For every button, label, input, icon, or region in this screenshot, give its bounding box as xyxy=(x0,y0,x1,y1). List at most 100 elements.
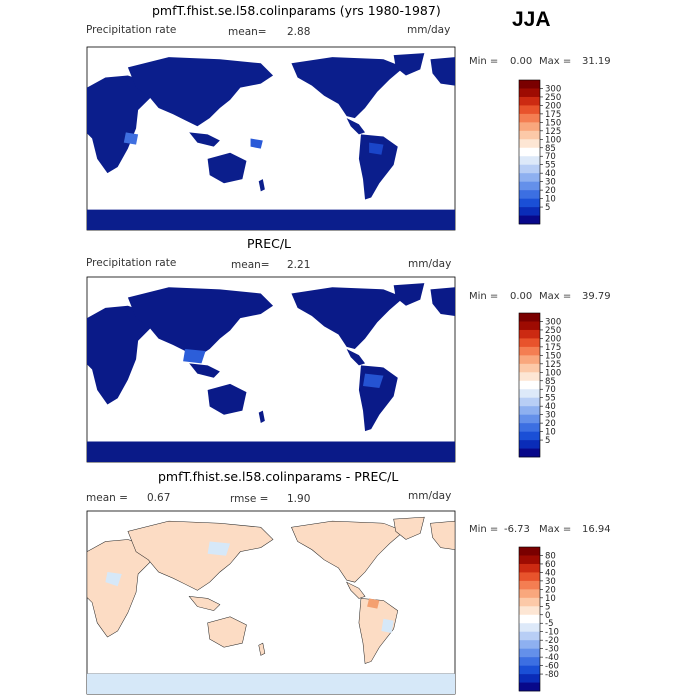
colorbar-cell xyxy=(519,198,540,208)
colorbar-cell xyxy=(519,448,540,458)
colorbar-tick-label: -10 xyxy=(545,628,559,638)
colorbar-tick-label: 80 xyxy=(545,551,556,561)
colorbar-border xyxy=(518,546,541,692)
colorbar-tick-label: 150 xyxy=(545,351,561,361)
panel-2-units: mm/day xyxy=(408,258,452,270)
colorbar-cell xyxy=(519,547,540,556)
colorbar-cell xyxy=(519,657,540,666)
colorbar-tick-label: 30 xyxy=(545,178,556,188)
panel-3-left-value: 0.67 xyxy=(147,492,171,504)
season-label: JJA xyxy=(512,8,551,31)
colorbar-tick-label: 300 xyxy=(545,84,561,94)
colorbar-cell xyxy=(519,406,540,415)
panel-1-left-label: Precipitation rate xyxy=(86,24,177,36)
colorbar-tick-label: 55 xyxy=(545,394,556,404)
colorbar-tick-label: -20 xyxy=(545,636,559,646)
panel-3-left-label: mean = xyxy=(86,492,128,504)
colorbar-cell xyxy=(519,623,540,633)
colorbar-cell xyxy=(519,555,540,565)
colorbar-cell xyxy=(519,389,540,399)
colorbar-tick-label: 200 xyxy=(545,334,561,344)
panel-1-stat-label: mean= xyxy=(228,26,267,38)
panel-1-units: mm/day xyxy=(407,24,451,36)
panel-3-stat-label: rmse = xyxy=(230,493,269,505)
colorbar-tick-label: -80 xyxy=(545,670,559,680)
colorbar-tick-label: 40 xyxy=(545,402,556,412)
colorbar-tick-label: 10 xyxy=(545,428,556,438)
colorbar-cell xyxy=(519,80,540,89)
panel-1-max-label: Max = xyxy=(539,56,572,67)
colorbar-cell xyxy=(519,130,540,140)
colorbar-tick-label: 70 xyxy=(545,152,556,162)
colorbar-cell xyxy=(519,156,540,166)
colorbar-cell xyxy=(519,631,540,641)
colorbar-cell xyxy=(519,96,540,106)
panel-3-min-label: Min = xyxy=(469,524,499,535)
panel-1-max-value: 31.19 xyxy=(582,56,611,67)
colorbar-tick-label: 60 xyxy=(545,560,556,570)
panel-3-title: pmfT.fhist.se.l58.colinparams - PREC/L xyxy=(158,469,399,484)
colorbar-cell xyxy=(519,380,540,390)
colorbar-tick-label: 20 xyxy=(545,585,556,595)
colorbar-tick-label: 175 xyxy=(545,110,561,120)
panel-2-max-value: 39.79 xyxy=(582,291,611,302)
colorbar-cell xyxy=(519,88,540,98)
panel-3-max-value: 16.94 xyxy=(582,524,611,535)
colorbar-border xyxy=(518,312,541,458)
colorbar-tick-label: -5 xyxy=(545,619,553,629)
colorbar-tick-label: 300 xyxy=(545,317,561,327)
colorbar-tick-label: 10 xyxy=(545,594,556,604)
colorbar-cell xyxy=(519,414,540,424)
colorbar-cell xyxy=(519,372,540,382)
colorbar-cell xyxy=(519,329,540,339)
panel-3-max-label: Max = xyxy=(539,524,572,535)
panel-3-map xyxy=(86,510,456,695)
panel-2-min-value: 0.00 xyxy=(510,291,533,302)
panel-1-min-label: Min = xyxy=(469,56,499,67)
colorbar-cell xyxy=(519,640,540,649)
panel-2-max-label: Max = xyxy=(539,291,572,302)
colorbar-tick-label: 5 xyxy=(545,436,550,446)
colorbar-cell xyxy=(519,105,540,115)
colorbar-cell xyxy=(519,164,540,174)
colorbar-tick-label: 40 xyxy=(545,169,556,179)
colorbar-cell xyxy=(519,363,540,373)
colorbar-cell xyxy=(519,122,540,132)
colorbar-cell xyxy=(519,321,540,331)
colorbar-tick-label: 30 xyxy=(545,411,556,421)
colorbar-cell xyxy=(519,674,540,683)
colorbar-tick-label: 150 xyxy=(545,118,561,128)
panel-2-stat-label: mean= xyxy=(231,259,270,271)
colorbar-cell xyxy=(519,313,540,322)
colorbar-cell xyxy=(519,440,540,449)
panel-2-left-label: Precipitation rate xyxy=(86,257,177,269)
colorbar-cell xyxy=(519,597,540,607)
panel-2-min-label: Min = xyxy=(469,291,499,302)
colorbar-cell xyxy=(519,589,540,599)
panel-3-stat-value: 1.90 xyxy=(287,493,311,505)
colorbar-cell xyxy=(519,423,540,432)
colorbar-tick-label: 125 xyxy=(545,127,561,137)
colorbar-tick-label: 0 xyxy=(545,611,550,621)
panel-2-map xyxy=(86,276,456,463)
colorbar-tick-label: 20 xyxy=(545,186,556,196)
colorbar-tick-label: 20 xyxy=(545,419,556,429)
colorbar-cell xyxy=(519,139,540,149)
colorbar-tick-label: 85 xyxy=(545,377,556,387)
colorbar-cell xyxy=(519,338,540,348)
colorbar-cell xyxy=(519,580,540,590)
colorbar-cell xyxy=(519,606,540,616)
colorbar-tick-label: 100 xyxy=(545,135,561,145)
colorbar-cell xyxy=(519,355,540,365)
colorbar-tick-label: 55 xyxy=(545,161,556,171)
colorbar-cell xyxy=(519,113,540,123)
colorbar-cell xyxy=(519,665,540,675)
colorbar-tick-label: 100 xyxy=(545,368,561,378)
panel-2-stat-value: 2.21 xyxy=(287,259,311,271)
panel-2-title: PREC/L xyxy=(247,236,292,251)
colorbar-tick-label: 175 xyxy=(545,343,561,353)
colorbar-tick-label: 200 xyxy=(545,101,561,111)
